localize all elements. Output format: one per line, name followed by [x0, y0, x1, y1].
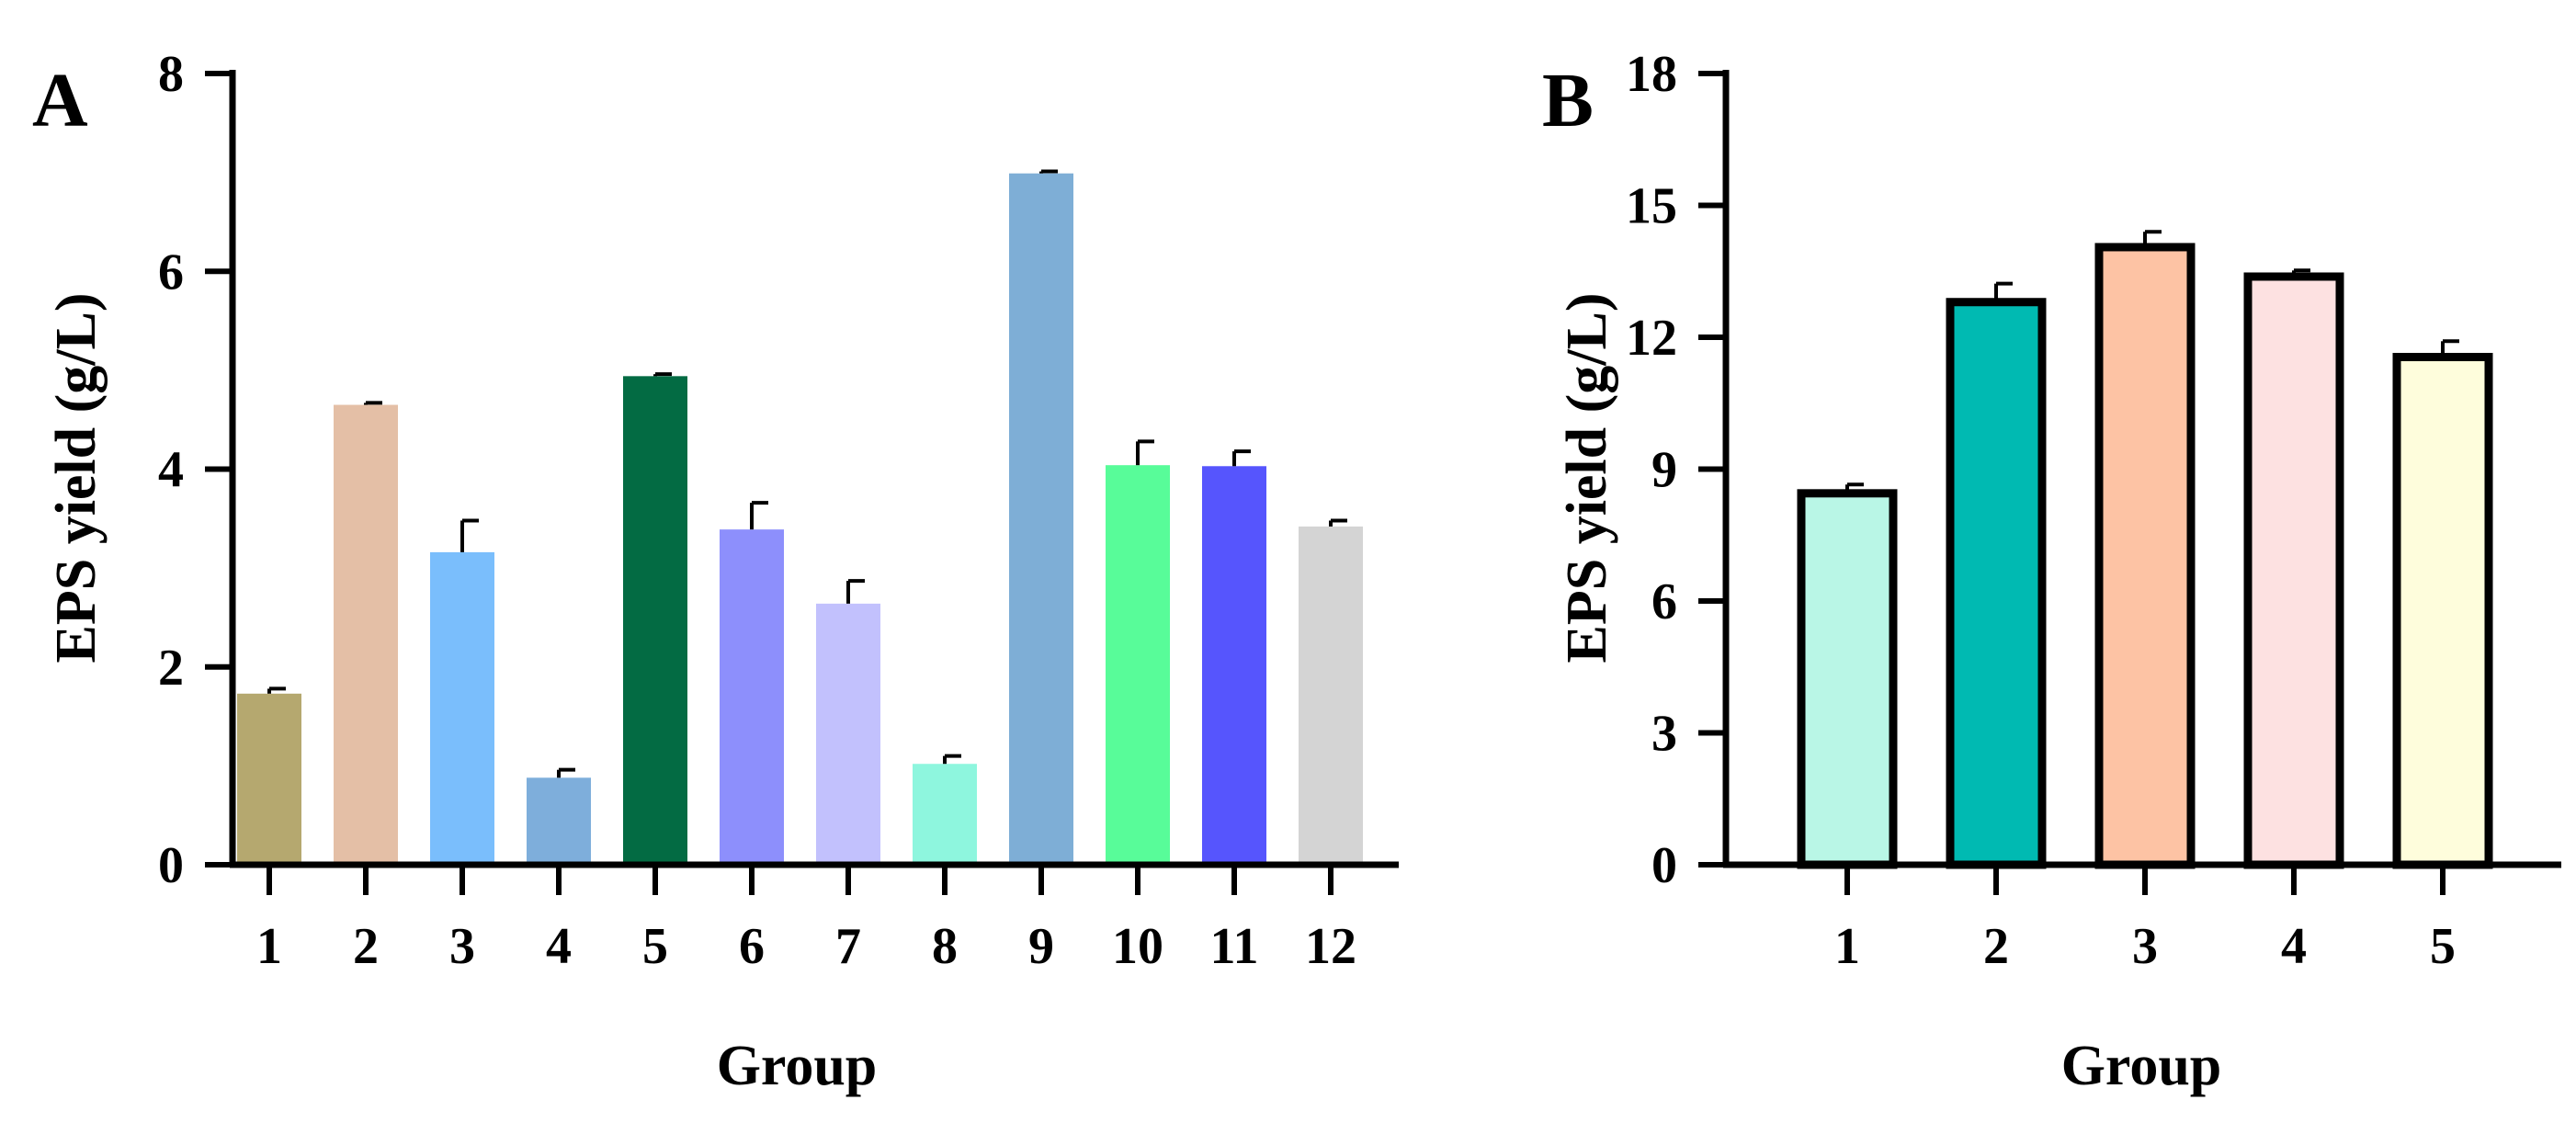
- bar-2: [334, 404, 398, 865]
- x-tick-label-11: 11: [1210, 918, 1259, 975]
- y-tick-label-0: 0: [158, 837, 184, 894]
- x-tick-label-3: 3: [2132, 918, 2158, 975]
- x-tick-label-8: 8: [932, 918, 958, 975]
- x-tick-label-5: 5: [2430, 918, 2456, 975]
- bar-5: [2392, 353, 2493, 869]
- panel-b-y-axis-title: EPS yield (g/L): [1556, 292, 1618, 663]
- x-tick-label-2: 2: [353, 918, 379, 975]
- y-tick-label-6: 6: [158, 244, 184, 301]
- bar-4: [527, 777, 591, 865]
- x-tick-label-9: 9: [1028, 918, 1054, 975]
- x-tick-label-1: 1: [1834, 918, 1860, 975]
- panel-a-x-ticks: 1 2 3 4 5 6 7 8 9 10 11 12: [256, 865, 1356, 975]
- panel-b-x-axis-title: Group: [2061, 1035, 2222, 1097]
- bar-9: [1009, 173, 1073, 866]
- y-tick-label-0: 0: [1651, 837, 1677, 894]
- x-tick-label-4: 4: [2281, 918, 2307, 975]
- x-tick-label-1: 1: [256, 918, 282, 975]
- y-tick-label-3: 3: [1651, 706, 1677, 763]
- bar-2: [1946, 298, 2047, 869]
- bar-1: [237, 693, 301, 865]
- y-tick-label-15: 15: [1626, 178, 1677, 235]
- x-tick-label-5: 5: [642, 918, 668, 975]
- bar-6: [720, 529, 784, 865]
- panel-b-y-ticks: 0 3 6 9 12 15 18: [1626, 46, 1726, 894]
- bar-4: [2243, 272, 2344, 869]
- y-tick-label-9: 9: [1651, 442, 1677, 499]
- panel-b-bars: [1797, 230, 2493, 869]
- panel-b-letter: B: [1542, 58, 1594, 143]
- y-tick-label-12: 12: [1626, 310, 1677, 367]
- panel-a-x-axis-title: Group: [717, 1035, 878, 1097]
- y-tick-label-6: 6: [1651, 573, 1677, 630]
- bar-7: [816, 603, 880, 865]
- y-tick-label-4: 4: [158, 442, 184, 499]
- x-tick-label-4: 4: [546, 918, 572, 975]
- panel-a-letter: A: [32, 58, 88, 143]
- bar-3: [430, 551, 494, 865]
- panel-a-y-axis-title: EPS yield (g/L): [45, 292, 108, 663]
- x-tick-label-2: 2: [1983, 918, 2009, 975]
- bar-3: [2094, 243, 2196, 869]
- bar-8: [913, 764, 977, 865]
- bar-10: [1106, 465, 1170, 865]
- panel-b-x-ticks: 1 2 3 4 5: [1834, 865, 2456, 975]
- x-tick-label-3: 3: [449, 918, 475, 975]
- x-tick-label-12: 12: [1305, 918, 1356, 975]
- x-tick-label-6: 6: [739, 918, 765, 975]
- y-tick-label-8: 8: [158, 46, 184, 103]
- x-tick-label-7: 7: [835, 918, 861, 975]
- panel-a-bars: [237, 169, 1363, 866]
- bar-5: [623, 376, 687, 865]
- bar-12: [1299, 526, 1363, 865]
- y-tick-label-2: 2: [158, 640, 184, 697]
- panel-a-y-ticks: 0 2 4 6 8: [158, 46, 233, 894]
- x-tick-label-10: 10: [1112, 918, 1163, 975]
- bar-1: [1797, 489, 1898, 869]
- bar-11: [1202, 466, 1266, 865]
- y-tick-label-18: 18: [1626, 46, 1677, 103]
